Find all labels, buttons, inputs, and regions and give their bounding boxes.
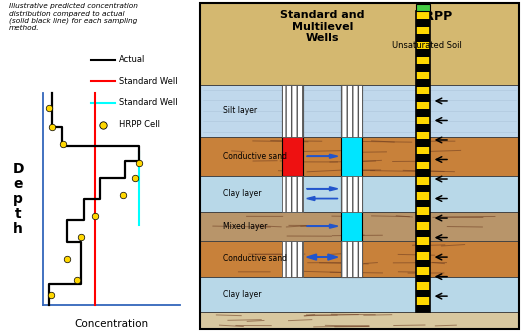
Text: Conductive sand: Conductive sand	[223, 254, 287, 263]
Bar	[416, 154, 430, 162]
Bar	[416, 139, 430, 147]
Point	[135, 160, 143, 166]
Bar	[416, 200, 430, 207]
Point	[77, 235, 86, 240]
Bar	[200, 176, 519, 211]
Bar	[200, 312, 519, 329]
Bar	[200, 277, 519, 312]
Point	[63, 256, 71, 261]
Text: Unsaturated Soil: Unsaturated Soil	[392, 41, 462, 50]
Text: Silt layer: Silt layer	[223, 106, 257, 115]
Bar	[341, 176, 362, 211]
Bar	[416, 260, 430, 267]
Bar	[416, 275, 430, 282]
Text: HRPP: HRPP	[415, 10, 454, 23]
Point	[131, 175, 139, 181]
Bar	[416, 49, 430, 56]
Bar	[416, 290, 430, 297]
Bar	[282, 85, 303, 176]
Bar	[416, 214, 430, 222]
Text: Illustrative predicted concentration
distribution compared to actual
(solid blac: Illustrative predicted concentration dis…	[9, 3, 138, 31]
Text: Standard Well: Standard Well	[119, 77, 177, 86]
Bar	[282, 85, 303, 137]
Text: Concentration: Concentration	[75, 319, 149, 329]
Bar	[416, 169, 430, 177]
Bar	[282, 241, 303, 277]
Text: Actual: Actual	[119, 55, 145, 64]
Bar	[416, 109, 430, 117]
FancyArrow shape	[307, 224, 338, 228]
Bar	[282, 176, 303, 211]
Bar	[200, 85, 519, 137]
Bar	[416, 19, 430, 27]
Point	[73, 277, 81, 283]
Text: Clay layer: Clay layer	[223, 290, 261, 299]
Bar	[416, 94, 430, 102]
FancyArrow shape	[307, 154, 338, 158]
Point	[91, 213, 99, 219]
FancyArrow shape	[307, 197, 338, 201]
Bar	[341, 85, 362, 277]
Bar	[416, 4, 430, 11]
Point	[99, 122, 107, 127]
Bar	[200, 137, 519, 176]
Bar	[416, 79, 430, 87]
Bar	[416, 11, 430, 312]
Point	[48, 124, 56, 129]
Bar	[341, 241, 362, 277]
Bar	[416, 185, 430, 192]
Bar	[416, 124, 430, 132]
Bar	[416, 34, 430, 42]
Bar	[416, 245, 430, 252]
Bar	[341, 85, 362, 137]
Point	[45, 105, 54, 111]
Point	[59, 141, 67, 147]
FancyArrow shape	[322, 254, 338, 260]
Bar	[416, 305, 430, 312]
FancyArrow shape	[307, 254, 322, 260]
Bar	[200, 3, 519, 85]
Point	[118, 192, 127, 198]
FancyArrow shape	[307, 187, 338, 191]
Point	[47, 292, 55, 297]
Bar	[416, 230, 430, 237]
Text: Standard and
Multilevel
Wells: Standard and Multilevel Wells	[280, 10, 364, 43]
Text: HRPP Cell: HRPP Cell	[119, 120, 160, 129]
Bar	[416, 64, 430, 72]
Bar	[200, 241, 519, 277]
Text: Conductive sand: Conductive sand	[223, 152, 287, 161]
Text: Mixed layer: Mixed layer	[223, 222, 267, 231]
Bar	[200, 211, 519, 241]
Text: Standard Well: Standard Well	[119, 98, 177, 108]
Text: D
e
p
t
h: D e p t h	[13, 162, 24, 236]
Text: Clay layer: Clay layer	[223, 189, 261, 198]
